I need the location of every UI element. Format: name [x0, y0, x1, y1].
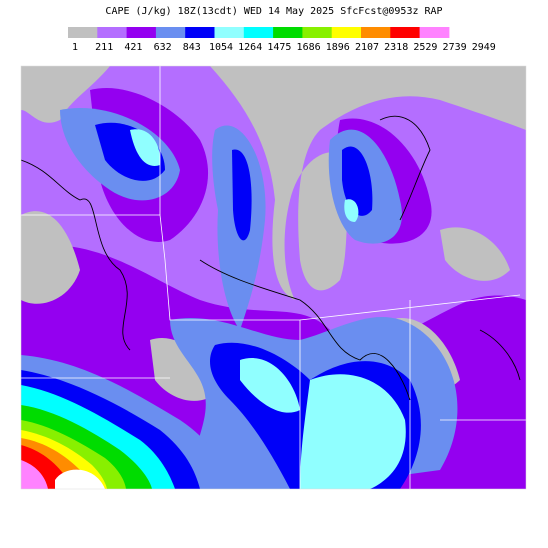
legend-label: 2739 — [443, 42, 467, 53]
legend-label: 211 — [95, 42, 113, 53]
legend-label: 1896 — [326, 42, 350, 53]
legend-swatch — [273, 27, 303, 38]
legend-swatch — [97, 27, 128, 38]
title: CAPE (J/kg) 18Z(13cdt) WED 14 May 2025 S… — [105, 6, 442, 17]
legend-swatch — [214, 27, 245, 38]
legend-label: 2529 — [413, 42, 437, 53]
legend-label: 632 — [154, 42, 172, 53]
legend-swatch — [302, 27, 333, 38]
legend-swatch — [155, 27, 186, 38]
legend-label: 2318 — [384, 42, 408, 53]
legend-swatch — [419, 27, 450, 38]
legend-label: 1475 — [267, 42, 291, 53]
legend-label: 1054 — [209, 42, 233, 53]
legend-swatch — [331, 27, 362, 38]
legend-swatch — [126, 27, 157, 38]
legend-label: 843 — [183, 42, 201, 53]
legend-swatch — [68, 27, 98, 38]
legend-swatch — [361, 27, 391, 38]
legend-swatch — [390, 27, 421, 38]
color-legend: 1 211 421 632 843 1054 1264 1475 1686 1896 2107 231… — [68, 27, 496, 53]
legend-label: 1686 — [297, 42, 321, 53]
legend-label: 1264 — [238, 42, 262, 53]
legend-label: 1 — [72, 42, 78, 53]
legend-swatch — [185, 27, 215, 38]
legend-label: 421 — [124, 42, 142, 53]
legend-label: 2949 — [472, 42, 496, 53]
legend-label: 2107 — [355, 42, 379, 53]
legend-swatch — [243, 27, 274, 38]
cape-field — [21, 66, 526, 489]
